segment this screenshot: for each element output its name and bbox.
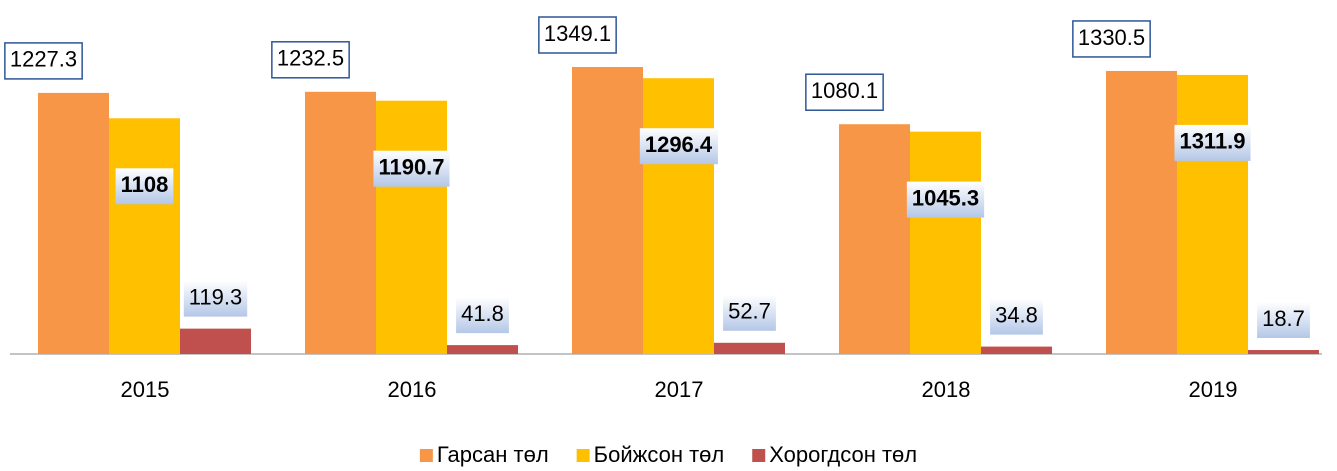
x-tick-label: 2016 [388,377,437,402]
data-label: 1232.5 [277,46,344,71]
bar [305,91,376,354]
label-box [1174,124,1251,161]
label-box [1257,302,1310,339]
label-box [373,150,450,187]
bar [180,328,251,354]
x-tick-label: 2015 [121,377,170,402]
data-label: 1080.1 [811,78,878,103]
bar [1106,70,1177,355]
x-tick-label: 2019 [1189,377,1238,402]
data-label: 52.7 [728,299,771,324]
data-label: 18.7 [1262,306,1305,331]
data-label: 1045.3 [912,185,979,210]
label-box [115,168,174,205]
label-box [639,128,718,165]
legend-swatch [419,449,433,462]
x-tick-label: 2018 [922,377,971,402]
legend-swatch [576,449,590,462]
data-label: 41.8 [461,301,504,326]
label-box [723,294,776,331]
label-box [456,297,509,334]
bar [109,118,180,354]
data-label: 119.3 [189,284,242,309]
data-label: 1330.5 [1078,25,1145,50]
data-label: 1349.1 [544,21,611,46]
data-label: 1108 [121,172,169,197]
label-box [4,42,83,80]
bar [447,345,518,354]
label-box [906,181,985,218]
bar [714,342,785,354]
x-tick-label: 2017 [655,377,704,402]
label-box [271,41,350,79]
label-box [805,73,884,111]
data-label: 1227.3 [10,47,77,72]
legend-label: Хорогдсон төл [769,442,917,467]
data-label: 1311.9 [1179,129,1245,154]
bar [839,124,910,354]
bar [981,346,1052,354]
bar [376,100,447,354]
bar [910,131,981,354]
legend-label: Гарсан төл [437,442,549,467]
bar [38,92,109,355]
bar [572,67,643,354]
data-label: 1296.4 [645,132,713,157]
label-box [990,298,1043,335]
data-label: 34.8 [995,302,1038,327]
label-box [538,16,617,54]
data-label: 1190.7 [378,155,444,180]
bar [1248,350,1319,354]
label-box [1072,20,1151,58]
legend-swatch [752,449,766,462]
bar [1177,74,1248,354]
bar [643,78,714,354]
label-box [183,280,248,317]
legend-label: Бойжсон төл [594,442,725,467]
